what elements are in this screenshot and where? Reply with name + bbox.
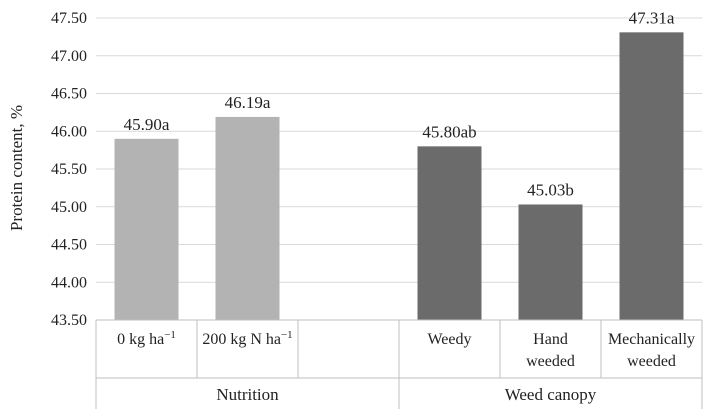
y-tick-label: 46.00 — [51, 123, 87, 140]
x-tick-label: Weedy — [427, 331, 471, 348]
bar — [417, 146, 482, 320]
x-tick-label: 0 kg ha−1 — [117, 329, 176, 348]
data-label: 45.90a — [124, 115, 170, 134]
y-tick-label: 44.50 — [51, 237, 87, 254]
bar — [215, 116, 280, 320]
y-tick-label: 46.50 — [51, 86, 87, 103]
y-tick-label: 45.50 — [51, 161, 87, 178]
x-tick-label: weeded — [526, 353, 575, 370]
x-tick-label: Hand — [533, 331, 568, 348]
x-tick-label: 200 kg N ha−1 — [202, 329, 292, 348]
y-axis-title: Protein content, % — [7, 105, 26, 231]
x-tick-label: weeded — [627, 353, 676, 370]
x-tick-label: Mechanically — [608, 331, 695, 348]
y-tick-label: 43.50 — [51, 312, 87, 329]
data-label: 45.03b — [527, 180, 574, 199]
bar — [518, 204, 583, 320]
data-label: 45.80ab — [422, 122, 476, 141]
y-tick-label: 45.00 — [51, 199, 87, 216]
group-label: Nutrition — [216, 385, 279, 404]
data-label: 47.31a — [629, 8, 675, 27]
group-label: Weed canopy — [505, 385, 597, 404]
bar — [619, 32, 684, 320]
y-tick-label: 47.00 — [51, 48, 87, 65]
data-label: 46.19a — [225, 93, 271, 112]
bar — [114, 138, 179, 320]
y-tick-label: 47.50 — [51, 10, 87, 27]
y-tick-label: 44.00 — [51, 274, 87, 291]
